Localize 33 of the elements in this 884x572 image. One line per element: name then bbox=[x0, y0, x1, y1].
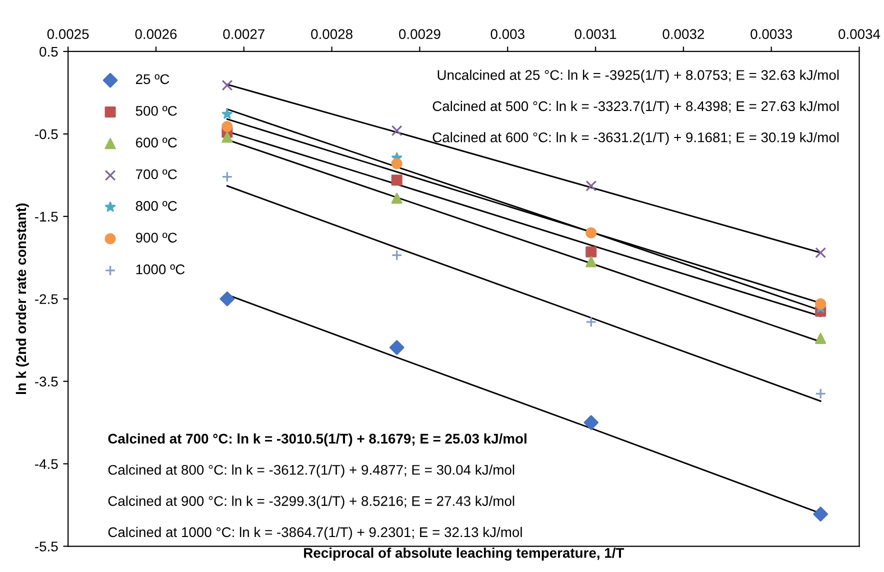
legend-label: 600 ºC bbox=[136, 138, 177, 148]
y-tick-label: -4.5 bbox=[35, 459, 58, 469]
x-tick-label: 0.0028 bbox=[311, 29, 352, 40]
x-tick-label: 0.0032 bbox=[662, 29, 704, 40]
x-tick-label: 0.0026 bbox=[135, 29, 177, 40]
annotation: Calcined at 800 °C: ln k = -3612.7(1/T) + 9.4877; E = 30.04 kJ/mol bbox=[108, 464, 514, 478]
legend-label: 700 ºC bbox=[136, 169, 177, 180]
legend-label: 25 ºC bbox=[136, 74, 170, 84]
y-tick-label: -5.5 bbox=[35, 542, 58, 552]
annotation: Calcined at 600 °C: ln k = -3631.2(1/T) + 9.1681; E = 30.19 kJ/mol bbox=[432, 132, 839, 146]
x-tick-label: 0.003 bbox=[490, 29, 524, 40]
legend-label: 1000 ºC bbox=[136, 264, 185, 274]
y-tick-label: -0.5 bbox=[35, 129, 58, 140]
x-tick-label: 0.0027 bbox=[223, 29, 264, 40]
annotation: Calcined at 1000 °C: ln k = -3864.7(1/T) + 9.2301; E = 32.13 kJ/mol bbox=[108, 526, 522, 540]
x-tick-label: 0.0025 bbox=[47, 29, 89, 40]
y-tick-label: 0.5 bbox=[40, 46, 58, 57]
y-tick-label: -2.5 bbox=[35, 294, 58, 304]
x-tick-label: 0.0034 bbox=[838, 29, 880, 40]
legend-label: 800 ºC bbox=[136, 201, 177, 211]
annotation: Calcined at 700 °C: ln k = -3010.5(1/T) + 8.1679; E = 25.03 kJ/mol bbox=[108, 433, 526, 446]
x-axis-title: Reciprocal of absolute leaching temperature, 1/T bbox=[304, 548, 624, 561]
annotation: Calcined at 900 °C: ln k = -3299.3(1/T) + 8.5216; E = 27.43 kJ/mol bbox=[108, 496, 514, 509]
annotation: Uncalcined at 25 °C: ln k = -3925(1/T) + 8.0753; E = 32.63 kJ/mol bbox=[438, 70, 839, 83]
annotation: Calcined at 500 °C: ln k = -3323.7(1/T) + 8.4398; E = 27.63 kJ/mol bbox=[432, 100, 839, 114]
x-tick-label: 0.0031 bbox=[574, 29, 616, 40]
y-tick-label: -1.5 bbox=[35, 212, 58, 222]
y-axis-title: ln k (2nd order rate constant) bbox=[16, 203, 29, 394]
legend-label: 900 ºC bbox=[136, 232, 177, 243]
y-tick-label: -3.5 bbox=[35, 376, 58, 387]
legend-label: 500 ºC bbox=[136, 106, 177, 116]
x-tick-label: 0.0033 bbox=[750, 29, 792, 40]
x-tick-label: 0.0029 bbox=[399, 29, 440, 40]
